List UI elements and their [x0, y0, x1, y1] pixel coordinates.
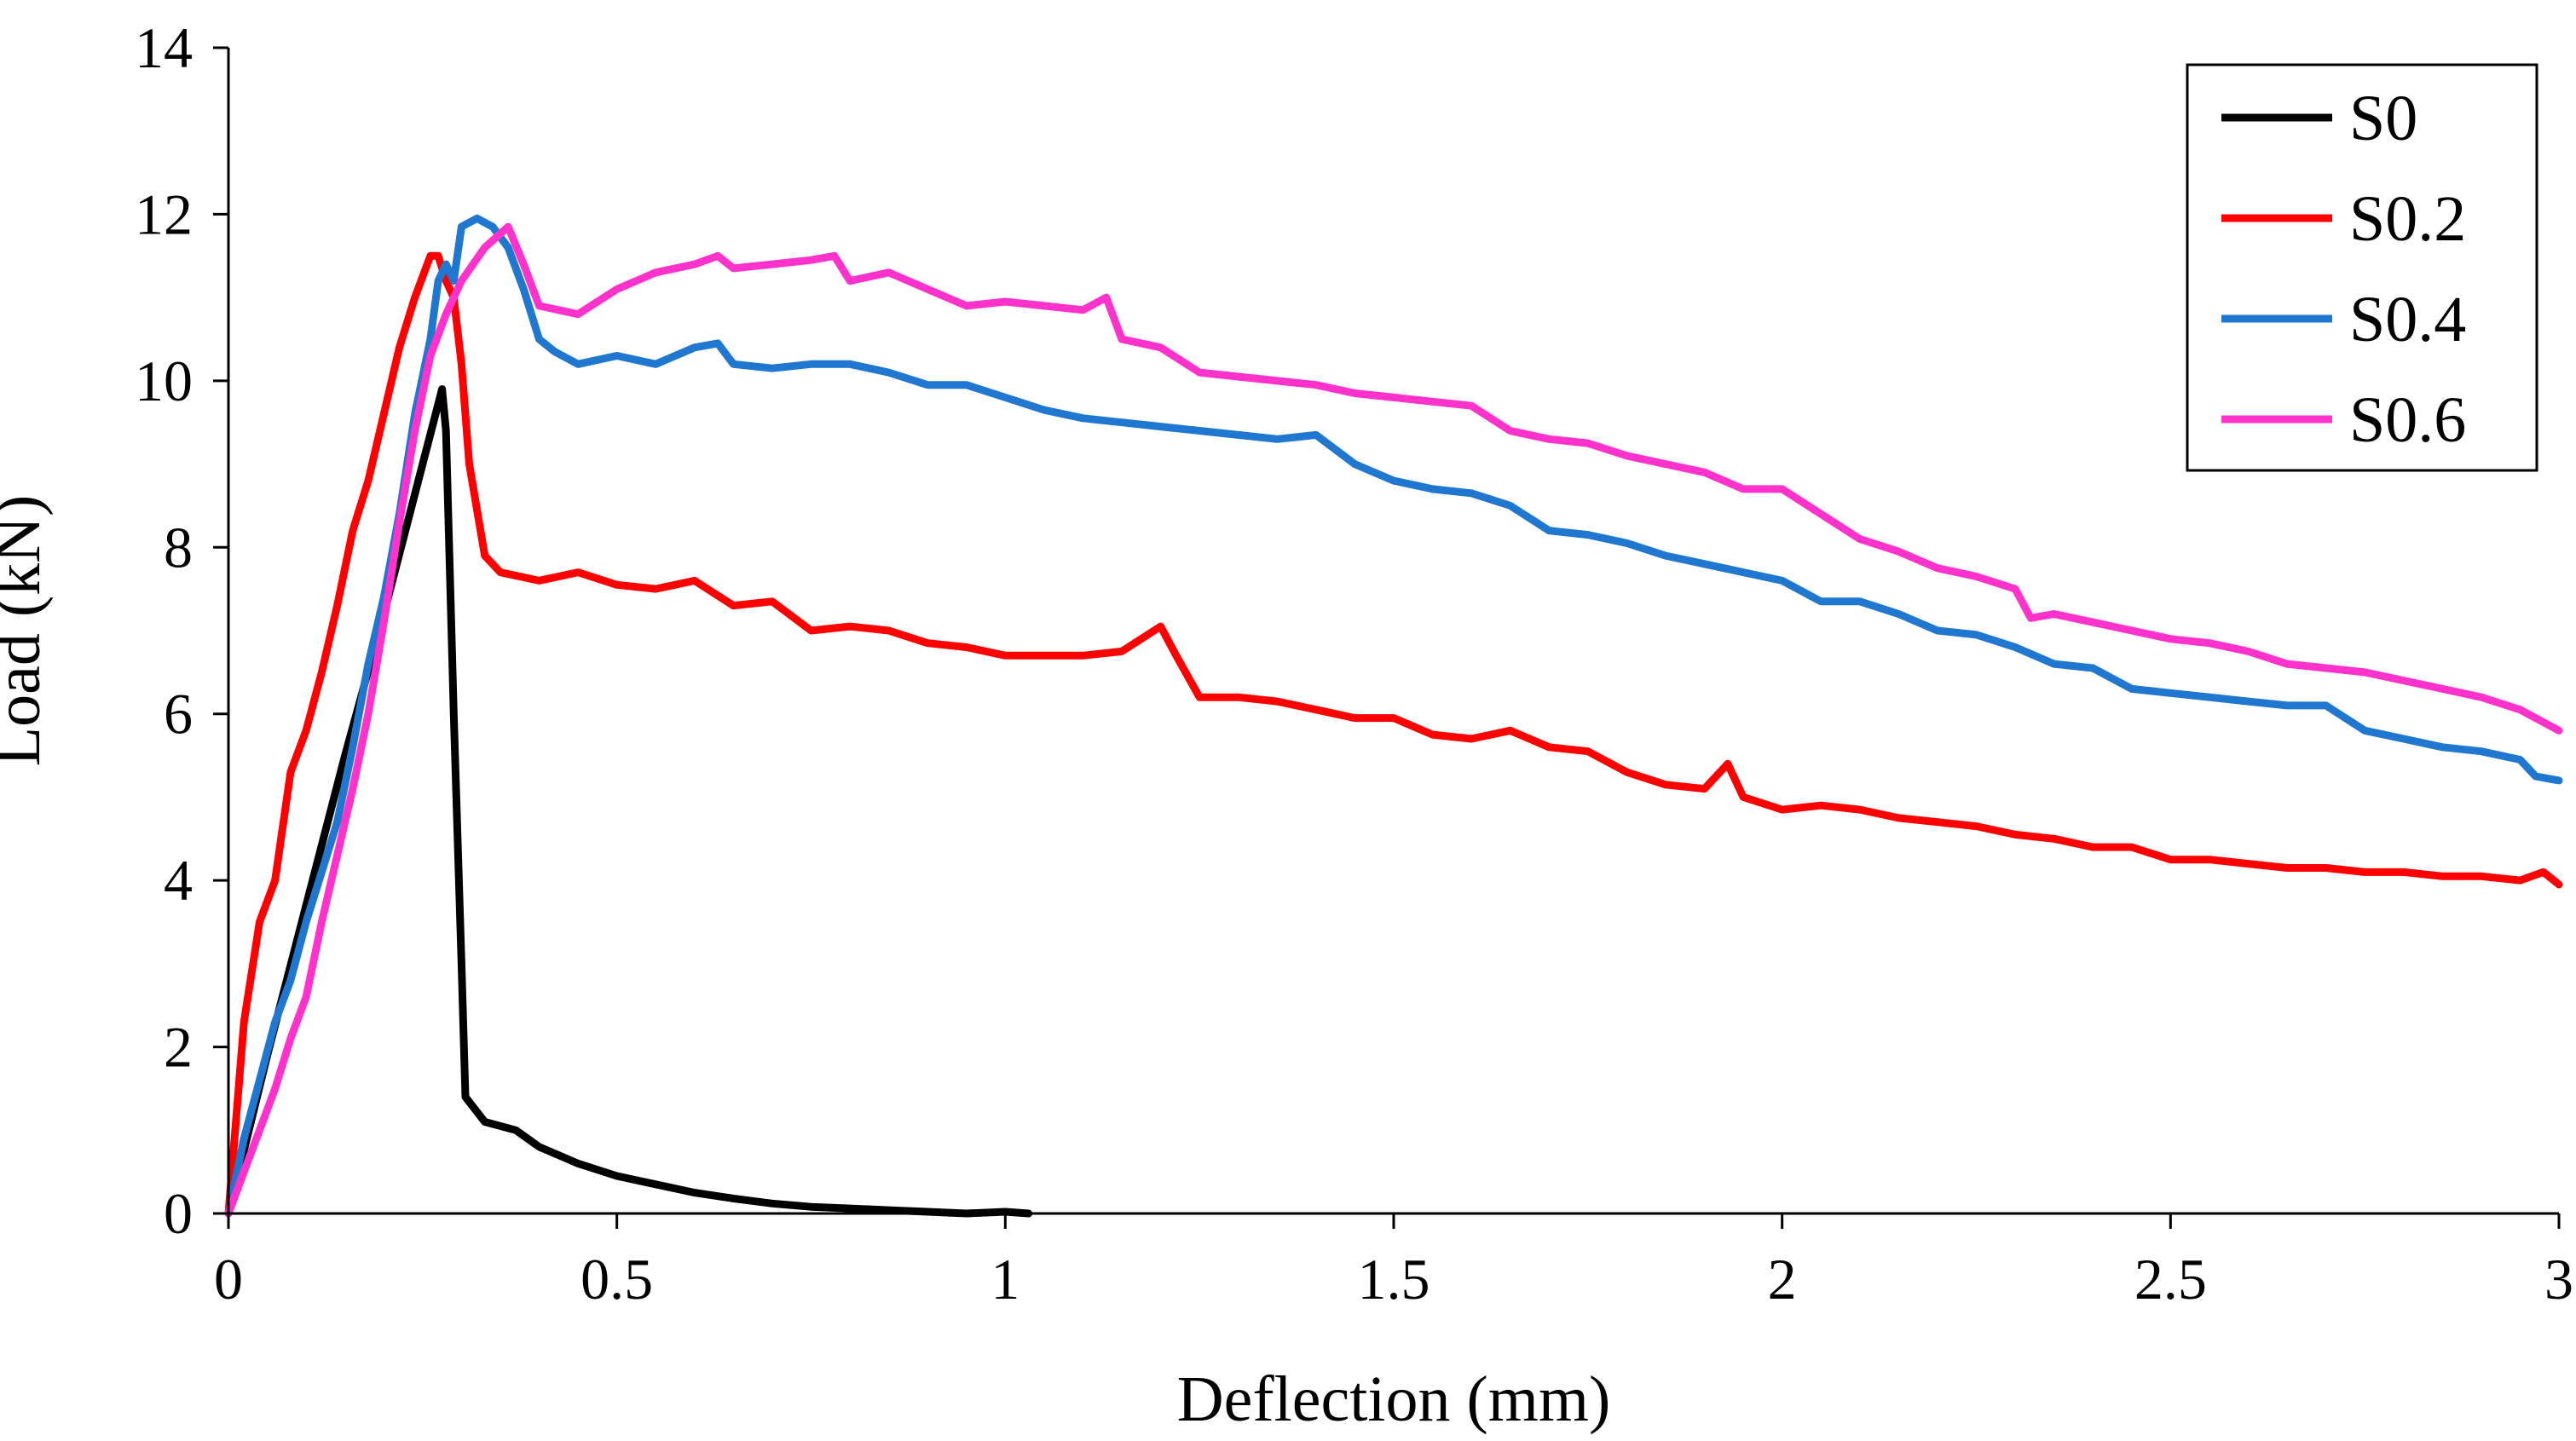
- x-tick-label: 0: [214, 1247, 243, 1311]
- legend: S0 S0.2 S0.4 S0.6: [2186, 63, 2538, 472]
- y-tick-label: 6: [164, 682, 193, 746]
- series-line-S0: [224, 385, 1033, 1218]
- x-tick-label: 1: [991, 1247, 1019, 1311]
- y-tick-label: 4: [164, 848, 193, 913]
- series-line-S0-4: [224, 214, 2563, 1218]
- y-tick-label: 0: [164, 1181, 193, 1246]
- y-axis-title: Load (kN): [0, 495, 54, 767]
- legend-label: S0.4: [2349, 284, 2466, 355]
- x-tick-label: 1.5: [1358, 1247, 1430, 1311]
- y-tick-label: 8: [164, 515, 193, 579]
- y-tick-label: 2: [164, 1015, 193, 1080]
- y-ticks: 0 2 4 6 8 10 12 14: [135, 15, 228, 1246]
- x-tick-label: 2.5: [2134, 1247, 2207, 1311]
- series-line-S0-2: [224, 251, 2563, 1218]
- y-tick-label: 14: [135, 15, 193, 80]
- x-tick-label: 3: [2544, 1247, 2573, 1311]
- legend-label: S0.2: [2349, 183, 2466, 255]
- x-axis-title: Deflection (mm): [1177, 1363, 1611, 1435]
- y-tick-label: 12: [135, 182, 193, 246]
- x-ticks: 0 0.5 1 1.5 2 2.5 3: [214, 1213, 2573, 1311]
- x-tick-label: 0.5: [580, 1247, 653, 1311]
- legend-label: S0: [2349, 83, 2417, 154]
- series-layer: [224, 214, 2563, 1218]
- series-line-S0-6: [224, 222, 2563, 1218]
- legend-label: S0.6: [2349, 384, 2466, 456]
- x-tick-label: 2: [1768, 1247, 1797, 1311]
- y-tick-label: 10: [135, 349, 193, 413]
- legend-box: [2186, 63, 2538, 472]
